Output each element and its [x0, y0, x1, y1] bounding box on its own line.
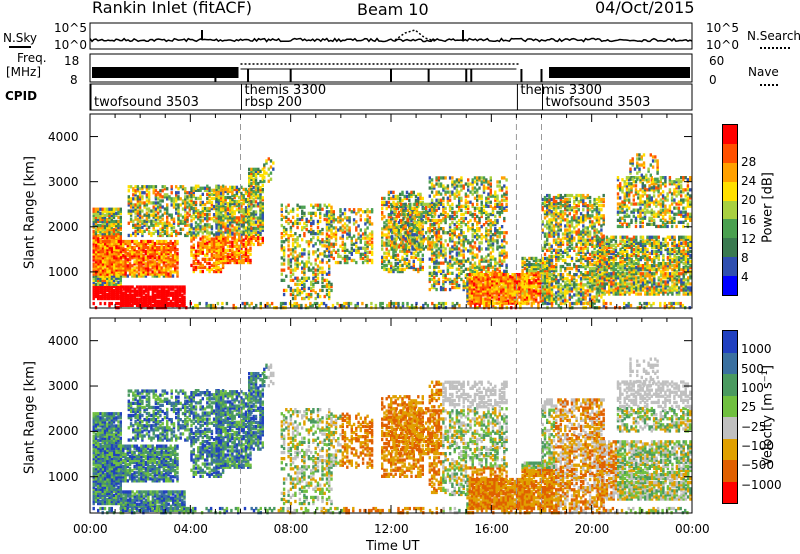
colorbar-segment: [723, 125, 737, 144]
colorbar-segment: [723, 331, 737, 353]
velocity-colorbar-tick: −500: [741, 458, 774, 473]
power-panel: [89, 113, 693, 310]
nsearch-tick-top: 10^5: [706, 21, 739, 35]
colorbar-segment: [723, 257, 737, 277]
x-tick-label: 08:00: [273, 522, 309, 536]
nave-label: Nave: [748, 65, 779, 79]
x-tick-label: 20:00: [574, 522, 610, 536]
power-colorbar-tick: 8: [741, 250, 749, 265]
nsky-line-style: [9, 46, 31, 48]
cpid-segment-label: themis 3300: [244, 83, 327, 98]
power-colorbar-tick: 12: [741, 231, 757, 246]
nsearch-tick-bottom: 10^0: [706, 38, 739, 52]
velocity-colorbar-tick: 1000: [741, 342, 772, 357]
colorbar-segment: [723, 200, 737, 220]
power-colorbar-tick: 24: [741, 174, 757, 189]
freq-unit-label: [MHz]: [6, 65, 42, 79]
nave-line-style: [760, 84, 778, 86]
nsky-strip: [89, 22, 693, 50]
velocity-colorbar-label: Velocity [m s⁻¹]: [760, 365, 776, 466]
colorbar-segment: [723, 219, 737, 239]
cpid-strip: [89, 83, 693, 111]
y-tick-label: 2000: [48, 424, 79, 439]
cpid-segment-label: themis 3300: [520, 83, 603, 98]
cpid-segment-label: twofsound 3503: [94, 95, 199, 110]
x-tick-label: 00:00: [675, 522, 710, 536]
velocity-colorbar-tick: 100: [741, 381, 764, 395]
velocity-colorbar: [722, 330, 738, 504]
power-colorbar-label: Power [dB]: [760, 172, 776, 243]
nave-tick-top: 60: [709, 54, 725, 68]
colorbar-segment: [723, 352, 737, 374]
nsearch-label: N.Search: [747, 29, 800, 43]
y-tick-label: 1000: [48, 469, 79, 484]
x-tick-label: 04:00: [173, 522, 208, 536]
nsky-tick-bottom: 10^0: [54, 38, 87, 52]
colorbar-segment: [723, 460, 737, 482]
station-title: Rankin Inlet (fitACF): [92, 0, 253, 17]
colorbar-segment: [723, 481, 737, 503]
nsky-series: [89, 37, 693, 43]
beam-title: Beam 10: [357, 0, 429, 19]
x-tick-label: 16:00: [474, 522, 509, 536]
nsearch-series: [394, 29, 436, 42]
power-ylabel: Slant Range [km]: [22, 156, 38, 269]
cpid-segment-label: twofsound 3503: [545, 95, 651, 110]
freq-band-2: [549, 67, 690, 78]
colorbar-segment: [723, 238, 737, 258]
colorbar-segment: [723, 181, 737, 201]
cpid-label: CPID: [5, 89, 38, 103]
nsky-tick-top: 10^5: [54, 21, 87, 35]
velocity-colorbar-tick: −25: [741, 419, 767, 434]
x-tick-label: 00:00: [73, 522, 108, 536]
y-tick-label: 4000: [48, 333, 79, 348]
y-tick-label: 2000: [48, 219, 79, 234]
velocity-colorbar-tick: −100: [741, 439, 774, 453]
colorbar-segment: [723, 438, 737, 460]
y-tick-label: 4000: [48, 129, 79, 144]
power-colorbar-tick: 4: [741, 269, 749, 284]
power-colorbar: [722, 124, 738, 296]
colorbar-segment: [723, 374, 737, 396]
freq-strip: [89, 53, 693, 83]
colorbar-segment: [723, 162, 737, 182]
y-tick-label: 1000: [48, 264, 79, 279]
x-tick-label: 12:00: [374, 522, 409, 536]
date-title: 04/Oct/2015: [595, 0, 695, 17]
velocity-colorbar-tick: 500: [741, 361, 764, 376]
nsky-frame: [89, 22, 693, 50]
velocity-colorbar-tick: −1000: [741, 477, 782, 492]
cpid-frame: [89, 83, 693, 111]
colorbar-segment: [723, 417, 737, 439]
nsky-label: N.Sky: [3, 31, 38, 45]
power-colorbar-tick: 16: [741, 212, 757, 227]
x-axis-label: Time UT: [366, 539, 420, 554]
velocity-ylabel: Slant Range [km]: [22, 361, 38, 474]
y-tick-label: 3000: [48, 379, 79, 394]
nave-tick-bottom: 0: [709, 73, 717, 87]
freq-label: Freq.: [17, 51, 47, 65]
freq-band-1: [92, 67, 239, 78]
status-strips: [89, 22, 693, 111]
nsearch-line-style: [760, 47, 790, 49]
heatmap-cells: [92, 153, 692, 310]
power-colorbar-tick: 20: [741, 193, 757, 208]
velocity-panel: [89, 317, 693, 515]
freq-tick-top: 18: [64, 54, 80, 68]
colorbar-segment: [723, 143, 737, 163]
colorbar-segment: [723, 395, 737, 417]
freq-tick-bottom: 8: [70, 73, 78, 87]
velocity-colorbar-tick: 25: [741, 400, 757, 415]
power-colorbar-tick: 28: [741, 155, 757, 170]
cpid-segment-label: rbsp 200: [244, 95, 303, 110]
colorbar-segment: [723, 276, 737, 295]
y-tick-label: 3000: [48, 174, 79, 189]
